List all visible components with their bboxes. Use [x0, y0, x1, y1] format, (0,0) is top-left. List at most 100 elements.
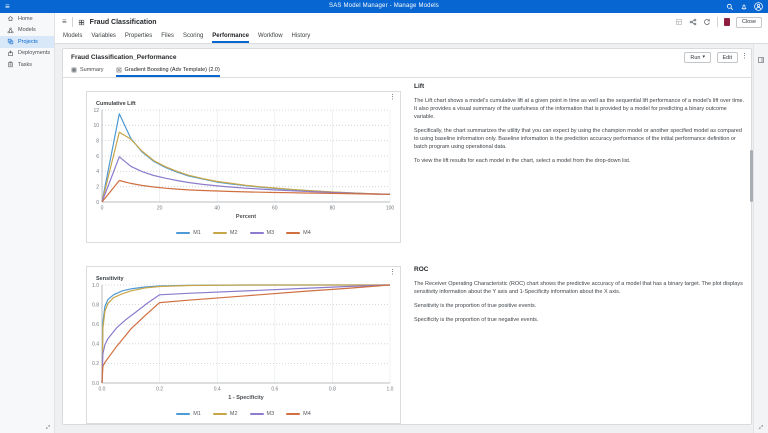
svg-text:0.4: 0.4 [92, 342, 99, 348]
tab-performance[interactable]: Performance [212, 31, 249, 43]
lift-heading: Lift [414, 83, 425, 90]
models-icon [7, 27, 14, 34]
projects-icon [7, 38, 14, 45]
subtab-summary[interactable]: Summary [71, 64, 104, 77]
close-button[interactable]: Close [735, 16, 762, 28]
legend-item-m4[interactable]: M4 [286, 230, 311, 236]
legend-swatch [176, 232, 191, 234]
svg-text:Cumulative Lift: Cumulative Lift [96, 101, 136, 107]
table-view-icon[interactable] [675, 18, 683, 26]
legend-item-m1[interactable]: M1 [176, 230, 201, 236]
subtab-label: Gradient Boosting (Adv Template) (2.0) [124, 66, 220, 73]
roc-chart-legend: M1 M2 M3 M4 [87, 411, 400, 417]
legend-item-m1[interactable]: M1 [176, 411, 201, 417]
svg-text:8: 8 [96, 138, 99, 144]
sidebar-item-home[interactable]: Home [0, 13, 54, 25]
lift-chart: 0 2 4 6 8 10 12 0 20 40 60 80 100 Cumulative Lift Perc… [87, 96, 400, 220]
svg-text:12: 12 [93, 108, 99, 114]
legend-label: M4 [303, 411, 311, 417]
sidebar-item-deployments[interactable]: Deployments [0, 48, 54, 60]
legend-swatch [249, 232, 264, 234]
svg-text:1.0: 1.0 [387, 387, 394, 393]
object-header: ≡ Fraud Classification Close [55, 13, 768, 31]
legend-label: M3 [266, 411, 275, 417]
svg-text:0.4: 0.4 [214, 387, 221, 393]
deployments-icon [7, 50, 14, 57]
tab-files[interactable]: Files [161, 33, 174, 39]
app-title: SAS Model Manager - Manage Models [329, 3, 439, 9]
sidebar-label: Deployments [18, 50, 51, 57]
object-tab-bar: Models Variables Properties Files Scorin… [55, 31, 768, 44]
roc-heading: ROC [414, 266, 429, 273]
svg-text:80: 80 [330, 206, 336, 212]
card-menu-icon[interactable]: ⋮ [741, 53, 748, 60]
home-icon [7, 15, 14, 22]
svg-text:0.8: 0.8 [329, 387, 336, 393]
sidebar-resize-grip[interactable] [45, 424, 51, 430]
edit-button[interactable]: Edit [716, 52, 738, 63]
vertical-scrollbar[interactable] [750, 150, 753, 202]
legend-swatch [212, 232, 227, 234]
svg-text:100: 100 [386, 206, 395, 212]
svg-text:1 - Specificity: 1 - Specificity [228, 395, 264, 401]
tab-scoring[interactable]: Scoring [182, 33, 204, 39]
legend-item-m2[interactable]: M2 [212, 411, 238, 417]
divider [716, 17, 718, 27]
tab-properties[interactable]: Properties [124, 33, 153, 39]
lift-description: Lift The Lift chart shows a model's cumu… [414, 83, 746, 172]
sidebar-item-models[interactable]: Models [0, 25, 54, 37]
lift-paragraph: The Lift chart shows a model's cumulativ… [414, 98, 745, 120]
sidebar-label: Models [18, 27, 36, 34]
panel-resize-grip[interactable] [758, 424, 764, 430]
legend-item-m2[interactable]: M2 [212, 230, 238, 236]
svg-text:0.6: 0.6 [92, 322, 99, 328]
tab-models[interactable]: Models [63, 33, 83, 39]
legend-label: M3 [266, 230, 275, 236]
subtab-gradient-boosting[interactable]: Gradient Boosting (Adv Template) (2.0) [115, 64, 220, 77]
run-button[interactable]: Run ▾ [684, 52, 711, 63]
legend-item-m3[interactable]: M3 [249, 230, 275, 236]
svg-text:0.6: 0.6 [271, 387, 278, 393]
svg-text:10: 10 [93, 123, 99, 129]
lift-paragraph: Specifically, the chart summarizes the u… [414, 127, 742, 150]
refresh-icon[interactable] [703, 18, 711, 26]
legend-swatch [249, 413, 264, 415]
tab-history[interactable]: History [291, 33, 311, 39]
sidebar-item-projects[interactable]: Projects [0, 36, 54, 48]
legend-label: M1 [193, 230, 201, 236]
legend-label: M1 [193, 411, 201, 417]
page-title: Fraud Classification [89, 18, 157, 26]
roc-chart-menu-icon[interactable]: ⋮ [389, 269, 396, 276]
search-icon[interactable] [726, 3, 734, 11]
app-bar: ≡ SAS Model Manager - Manage Models [0, 0, 768, 13]
sidebar-item-tasks[interactable]: Tasks [0, 59, 54, 71]
share-icon[interactable] [689, 18, 697, 26]
notifications-icon[interactable] [740, 3, 748, 11]
legend-item-m4[interactable]: M4 [286, 411, 311, 417]
list-view-icon[interactable]: ≡ [62, 17, 67, 26]
svg-text:40: 40 [214, 206, 220, 212]
user-avatar[interactable] [754, 2, 763, 11]
roc-paragraph: Sensitivity is the proportion of true po… [414, 302, 537, 309]
roc-chart: 0.0 0.2 0.4 0.6 0.8 1.0 0.0 0.2 0.4 0.6 0.8 1.0 Sens… [87, 271, 400, 401]
legend-item-m3[interactable]: M3 [249, 411, 275, 417]
svg-text:0.0: 0.0 [92, 381, 99, 387]
roc-description: ROC The Receiver Operating Characteristi… [414, 266, 746, 331]
lift-chart-menu-icon[interactable]: ⋮ [389, 94, 396, 101]
subtab-label: Summary [80, 66, 104, 73]
tab-variables[interactable]: Variables [91, 33, 116, 39]
legend-label: M4 [303, 230, 311, 236]
svg-text:Percent: Percent [236, 214, 256, 220]
performance-subtabs: Summary Gradient Boosting (Adv Template)… [63, 64, 751, 78]
svg-text:0: 0 [101, 206, 104, 212]
side-panel-icon[interactable] [757, 56, 765, 64]
caret-down-icon: ▾ [702, 54, 705, 60]
right-rail [753, 44, 768, 433]
applications-menu-icon[interactable]: ≡ [5, 2, 10, 11]
svg-text:1.0: 1.0 [92, 283, 99, 289]
svg-text:2: 2 [96, 184, 99, 190]
tab-workflow[interactable]: Workflow [257, 33, 283, 39]
legend-swatch [176, 413, 191, 415]
divider [71, 17, 73, 27]
legend-swatch [212, 413, 227, 415]
